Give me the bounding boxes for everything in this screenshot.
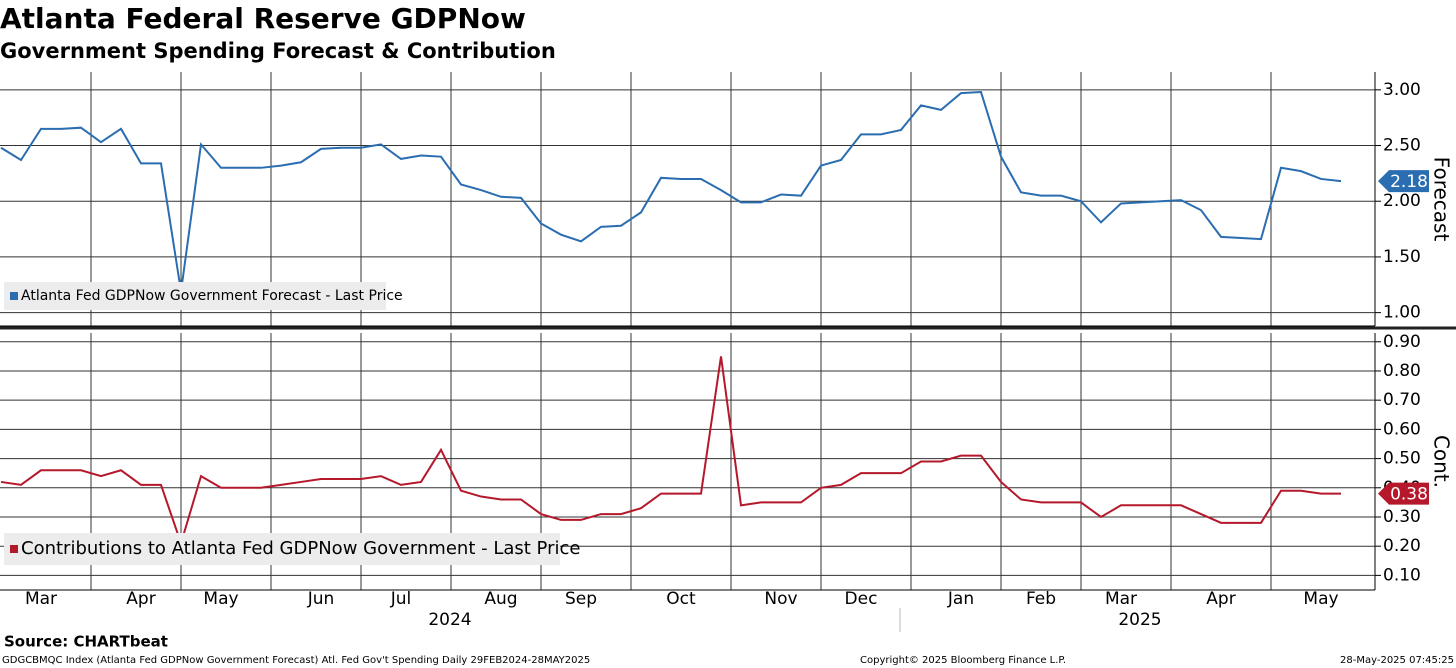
x-tick-label: Oct [666, 589, 696, 609]
copyright: Copyright© 2025 Bloomberg Finance L.P. [860, 655, 1066, 666]
last-value-tag [1378, 170, 1429, 193]
x-tick-label: Dec [845, 589, 878, 609]
y-axis-label: Cont. [1430, 435, 1454, 488]
x-tick-label: Nov [764, 589, 797, 609]
y-tick-label: 0.70 [1383, 390, 1421, 410]
y-tick-label: 0.20 [1383, 536, 1421, 556]
legend-label: Atlanta Fed GDPNow Government Forecast -… [21, 288, 403, 304]
line-series [0, 356, 1341, 547]
legend-swatch [10, 545, 18, 553]
legend-label: Contributions to Atlanta Fed GDPNow Gove… [21, 538, 580, 559]
last-value-tag [1378, 482, 1429, 505]
x-tick-label: Feb [1026, 589, 1056, 609]
x-group-label: 2024 [428, 610, 471, 630]
x-tick-label: Jan [947, 589, 974, 609]
x-tick-label: Aug [484, 589, 517, 609]
x-tick-label: Apr [126, 589, 155, 609]
y-tick-label: 0.90 [1383, 332, 1421, 352]
y-tick-label: 0.60 [1383, 419, 1421, 439]
y-tick-label: 1.50 [1383, 247, 1421, 267]
legend-swatch [10, 292, 18, 300]
x-tick-label: Sep [565, 589, 597, 609]
y-tick-label: 0.30 [1383, 507, 1421, 527]
x-tick-label: Mar [25, 589, 57, 609]
chart-title: Atlanta Federal Reserve GDPNow [0, 2, 526, 35]
line-series [0, 91, 1342, 292]
legend-box [4, 533, 560, 565]
y-tick-label: 0.10 [1383, 565, 1421, 585]
description: GDGCBMQC Index (Atlanta Fed GDPNow Gover… [2, 655, 590, 666]
x-tick-label: Apr [1206, 589, 1235, 609]
source: Source: CHARTbeat [4, 633, 168, 651]
legend-box [4, 282, 386, 310]
y-tick-label: 1.00 [1383, 303, 1421, 323]
y-tick-label: 3.00 [1383, 80, 1421, 100]
chart-subtitle: Government Spending Forecast & Contribut… [0, 39, 556, 63]
x-group-label: 2025 [1118, 610, 1161, 630]
y-tick-label: 2.50 [1383, 136, 1421, 156]
x-tick-label: Jul [390, 589, 412, 609]
last-value-label: 0.38 [1390, 485, 1428, 505]
last-value-label: 2.18 [1390, 172, 1428, 192]
y-axis-label: Forecast [1430, 157, 1454, 242]
x-tick-label: Mar [1105, 589, 1137, 609]
y-tick-label: 0.50 [1383, 449, 1421, 469]
timestamp: 28-May-2025 07:45:25 [1340, 655, 1454, 666]
y-tick-label: 2.00 [1383, 191, 1421, 211]
y-tick-label: 0.80 [1383, 361, 1421, 381]
x-tick-label: May [1303, 589, 1338, 609]
x-tick-label: May [203, 589, 238, 609]
x-tick-label: Jun [307, 589, 335, 609]
